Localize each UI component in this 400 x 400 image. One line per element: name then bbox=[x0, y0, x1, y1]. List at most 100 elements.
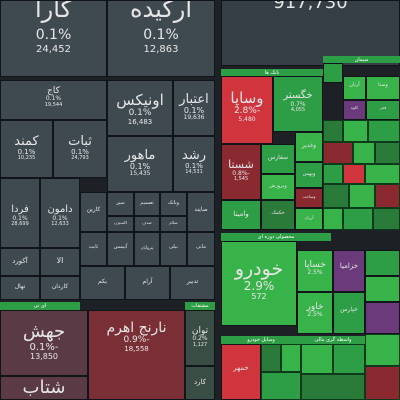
tile-shasta[interactable]: شستا -0.8% 1,545 bbox=[221, 144, 261, 200]
mini-tile[interactable] bbox=[368, 120, 400, 142]
tile-val: 14,531 bbox=[185, 169, 203, 176]
tile-total[interactable]: 917,730 bbox=[221, 0, 400, 66]
tile-petroaban[interactable]: پتروآبان bbox=[134, 232, 160, 266]
tile-arzan[interactable]: آرزان bbox=[295, 208, 323, 230]
tile-name: الا bbox=[56, 256, 64, 265]
tile-sfars[interactable]: سفارس bbox=[261, 144, 295, 174]
tile-kard[interactable]: کارد bbox=[185, 366, 215, 400]
tile-karin[interactable]: کارین bbox=[80, 192, 107, 232]
tile-fajr[interactable]: فجر bbox=[366, 100, 400, 120]
mini-tile[interactable] bbox=[333, 344, 365, 374]
tile-sabat[interactable]: ثبات 0.1% 24,793 bbox=[53, 120, 107, 178]
tile-orkideh[interactable]: ارکیده 0.1% 12,863 bbox=[107, 0, 215, 77]
mini-tile[interactable] bbox=[323, 120, 343, 142]
tile-khzamia[interactable]: خزامیا bbox=[333, 250, 365, 292]
tile-ala[interactable]: الا bbox=[40, 248, 80, 276]
tile-vamina[interactable]: وامینا bbox=[221, 200, 261, 230]
tile-pct: 0.1% bbox=[35, 27, 72, 44]
tile-khsapa[interactable]: خساپا 2.5% bbox=[297, 250, 333, 292]
tile-name: آتیمس bbox=[113, 244, 128, 250]
tile-sabet[interactable]: ثابت bbox=[80, 232, 107, 266]
tile-farda[interactable]: فردا 0.1% 28,699 bbox=[0, 178, 40, 248]
mini-tile[interactable] bbox=[365, 334, 400, 366]
tile-khpars[interactable]: خپارس bbox=[333, 292, 365, 334]
tile-aram[interactable]: آرام bbox=[125, 266, 170, 300]
tile-name: یکم bbox=[98, 278, 107, 285]
tile-name: وسنا bbox=[378, 82, 388, 88]
tile-vparvar[interactable]: وپرورش bbox=[261, 174, 295, 200]
tile-nahal[interactable]: نهال bbox=[0, 276, 40, 300]
mini-tile[interactable] bbox=[301, 344, 333, 374]
tile-kaveh[interactable]: کاوه bbox=[343, 100, 366, 120]
mini-tile[interactable] bbox=[301, 374, 365, 400]
tile-khmehr[interactable]: خمهر bbox=[221, 344, 261, 400]
mini-tile[interactable] bbox=[323, 208, 343, 230]
tile-sayand[interactable]: صایند bbox=[187, 192, 215, 232]
tile-damoun[interactable]: دامون 0.1% 12,633 bbox=[40, 178, 80, 248]
tile-sadaf[interactable]: صدف bbox=[134, 216, 160, 232]
tile-kamand[interactable]: کمند 0.1% 10,235 bbox=[0, 120, 53, 178]
tile-mahour[interactable]: ماهور 0.1% 15,435 bbox=[107, 136, 173, 192]
tile-oxygen[interactable]: اکسیژن bbox=[107, 216, 134, 232]
tile-name: خپارس bbox=[340, 306, 358, 313]
tile-vsapa[interactable]: وساپا -2.8% 5,480 bbox=[221, 76, 273, 144]
mini-tile[interactable] bbox=[323, 164, 343, 184]
tile-name: ارکیده bbox=[129, 0, 193, 23]
tile-vbaman[interactable]: وبهمن bbox=[295, 162, 323, 188]
mini-tile[interactable] bbox=[323, 142, 353, 164]
tile-roshd[interactable]: رشد 0.1% 14,531 bbox=[173, 136, 215, 192]
tile-kardan[interactable]: کاردان bbox=[40, 276, 80, 300]
tile-khgostar[interactable]: خگستر 0.7% 4,055 bbox=[273, 76, 323, 132]
mini-tile[interactable] bbox=[261, 344, 281, 372]
mini-tile[interactable] bbox=[349, 184, 375, 208]
mini-tile[interactable] bbox=[343, 120, 368, 142]
tile-yekom[interactable]: یکم bbox=[80, 266, 125, 300]
mini-tile[interactable] bbox=[375, 142, 400, 164]
tile-akord[interactable]: آکورد bbox=[0, 248, 40, 276]
mini-tile[interactable] bbox=[365, 164, 400, 184]
tile-khodro[interactable]: خودرو 2.9% 572 bbox=[221, 241, 297, 326]
mini-tile[interactable] bbox=[365, 366, 400, 400]
tile-khavar[interactable]: خاور 2.5% bbox=[297, 292, 333, 334]
tile-arian[interactable]: آریان bbox=[343, 76, 366, 100]
tile-val: 917,730 bbox=[273, 0, 348, 13]
tile-tadbir[interactable]: تدبیر bbox=[170, 266, 215, 300]
tile-onyx[interactable]: اونیکس 0.1% 16,483 bbox=[107, 80, 173, 136]
tile-nili[interactable]: نیلی bbox=[160, 232, 187, 266]
tile-name: اونیکس bbox=[116, 91, 164, 109]
tile-tasmim[interactable]: تصمیم bbox=[134, 192, 160, 216]
tile-vsna[interactable]: وسنا bbox=[366, 76, 400, 100]
tile-vaghadir[interactable]: وغدیر bbox=[295, 132, 323, 162]
tile-kara[interactable]: کارا 0.1% 24,452 bbox=[0, 0, 107, 77]
mini-tile[interactable] bbox=[323, 184, 349, 208]
tile-narenj[interactable]: نارنج اهرم -0.9% 18,558 bbox=[88, 310, 185, 400]
tile-mani[interactable]: مانی bbox=[187, 232, 215, 266]
mini-tile[interactable] bbox=[261, 372, 301, 400]
tile-green-right-2[interactable] bbox=[365, 276, 400, 302]
tile-tavan[interactable]: توان 0.2% 1,127 bbox=[185, 310, 215, 366]
tile-vsakhet[interactable]: وساخت bbox=[295, 188, 323, 208]
mini-tile[interactable] bbox=[281, 344, 301, 372]
mini-tile[interactable] bbox=[375, 184, 400, 208]
tile-name: وساخت bbox=[302, 194, 316, 199]
tile-vbank[interactable]: وبانک bbox=[160, 192, 187, 216]
tile-separ[interactable]: سپر bbox=[107, 192, 134, 216]
tile-pct: -0.9% bbox=[123, 334, 150, 345]
tile-fsemna[interactable] bbox=[323, 63, 343, 83]
mini-tile[interactable] bbox=[353, 142, 375, 164]
tile-kaj[interactable]: کاج 0.1% 19,544 bbox=[0, 80, 107, 120]
tile-etebar[interactable]: اعتبار 0.1% 19,636 bbox=[173, 80, 215, 136]
tile-green-right-1[interactable] bbox=[365, 250, 400, 276]
mini-tile[interactable] bbox=[343, 164, 365, 184]
tile-name: وپرورش bbox=[269, 183, 287, 189]
tile-purple-right[interactable] bbox=[365, 302, 400, 334]
tile-atimes[interactable]: آتیمس bbox=[107, 232, 134, 266]
tile-name: فردا bbox=[11, 204, 29, 215]
tile-jahesh[interactable]: جهش -0.1% 13,850 bbox=[0, 310, 88, 376]
mini-tile[interactable] bbox=[343, 208, 373, 230]
tile-khkomak[interactable]: خکمک bbox=[261, 200, 295, 230]
tile-shetab[interactable]: شتاب bbox=[0, 376, 88, 400]
tile-salam[interactable]: سلام bbox=[160, 216, 187, 232]
mini-tile[interactable] bbox=[373, 208, 400, 230]
